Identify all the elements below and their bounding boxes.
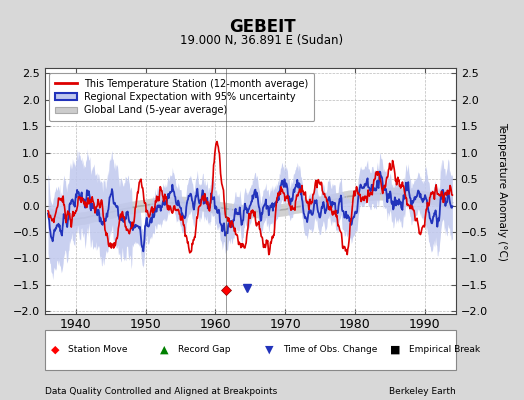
Text: ▼: ▼	[265, 345, 273, 355]
Text: Time of Obs. Change: Time of Obs. Change	[283, 346, 377, 354]
Legend: This Temperature Station (12-month average), Regional Expectation with 95% uncer: This Temperature Station (12-month avera…	[49, 73, 314, 121]
Y-axis label: Temperature Anomaly (°C): Temperature Anomaly (°C)	[497, 122, 507, 260]
Text: Record Gap: Record Gap	[178, 346, 231, 354]
Text: Berkeley Earth: Berkeley Earth	[389, 387, 456, 396]
Text: ■: ■	[390, 345, 401, 355]
Text: Station Move: Station Move	[68, 346, 128, 354]
Text: Empirical Break: Empirical Break	[409, 346, 480, 354]
Text: ▲: ▲	[160, 345, 168, 355]
Text: GEBEIT: GEBEIT	[228, 18, 296, 36]
Text: Data Quality Controlled and Aligned at Breakpoints: Data Quality Controlled and Aligned at B…	[45, 387, 277, 396]
Text: ◆: ◆	[51, 345, 59, 355]
Text: 19.000 N, 36.891 E (Sudan): 19.000 N, 36.891 E (Sudan)	[180, 34, 344, 47]
